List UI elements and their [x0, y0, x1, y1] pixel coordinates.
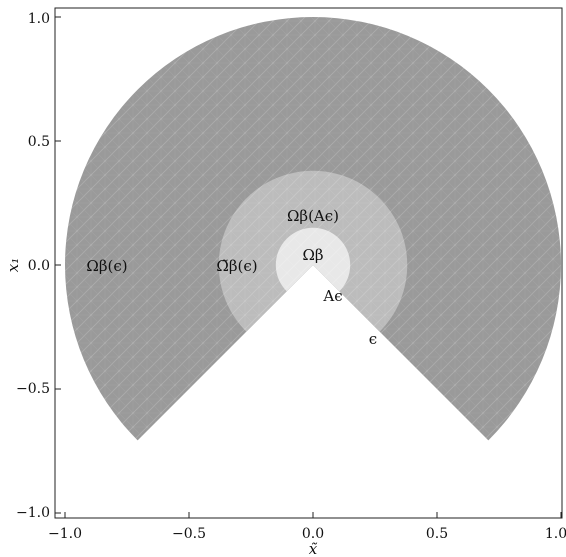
x-tick-label: −1.0	[48, 526, 82, 542]
y-axis-title: x₁	[4, 258, 22, 272]
label-omega-tilde: Ω̃β(ϵ)	[216, 257, 257, 275]
label-omega-beta: Ωβ	[302, 246, 323, 264]
y-tick-label: −1.0	[16, 505, 50, 521]
region-mesh-inner	[275, 227, 351, 292]
y-tick-label: 0.5	[28, 134, 50, 150]
domain-regions	[64, 16, 562, 441]
plot-frame	[54, 7, 563, 519]
x-tick-label: 0.5	[426, 526, 448, 542]
x-tick-label: 1.0	[545, 526, 566, 542]
y-axis	[55, 16, 61, 514]
y-tick-label: 0.0	[28, 258, 50, 274]
y-tick-label: −0.5	[16, 381, 50, 397]
x-tick-label: −0.5	[172, 526, 206, 542]
x-axis	[64, 512, 562, 518]
label-a-eps: Aϵ	[322, 287, 342, 305]
x-tick-label: 0.0	[302, 526, 324, 542]
y-tick-label: 1.0	[28, 11, 50, 27]
region-labels: Ωβ(ϵ) Ω̃β(ϵ) Ωβ(Aϵ) Ωβ Aϵ ϵ	[86, 207, 377, 348]
y-tick-labels: 1.0 0.5 0.0 −0.5 −1.0	[16, 11, 50, 521]
x-tick-labels: −1.0 −0.5 0.0 0.5 1.0	[48, 526, 566, 542]
x-axis-title: x̃	[309, 540, 318, 557]
label-eps: ϵ	[369, 330, 377, 348]
label-omega-aeps: Ωβ(Aϵ)	[287, 207, 339, 225]
label-omega-eps: Ωβ(ϵ)	[86, 257, 127, 275]
